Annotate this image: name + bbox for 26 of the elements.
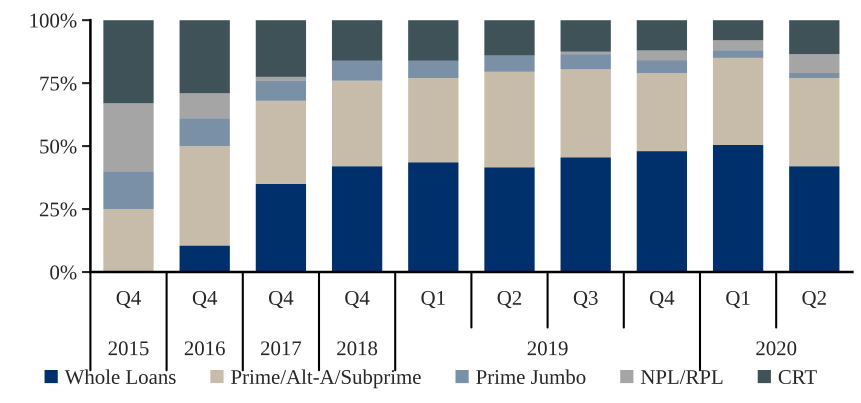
text: 2019 <box>528 341 568 356</box>
y-tick-label: 0% <box>50 265 76 280</box>
y-tick-label: 100% <box>30 14 76 28</box>
x-tick-label: Q1 <box>421 290 445 308</box>
legend-label: Whole Loans <box>64 369 176 384</box>
x-tick-label: Q2 <box>802 290 826 308</box>
text: 2015 <box>108 341 149 356</box>
y-tick-label: 50% <box>40 139 76 154</box>
x-tick-label: Q4 <box>345 290 370 308</box>
x-tick-label: Q3 <box>574 290 598 308</box>
x-tick-label: Q4 <box>650 290 674 308</box>
x-tick-label: Q4 <box>269 290 294 308</box>
x-tick-label: Q1 <box>726 290 750 308</box>
text: 2016 <box>184 341 225 356</box>
x-tick-label: Q4 <box>116 290 141 308</box>
legend-label: CRT <box>778 370 817 384</box>
x-tick-label: Q4 <box>192 290 218 308</box>
text: 2017 <box>260 341 302 356</box>
y-tick-label: 25% <box>40 202 76 217</box>
text: 2020 <box>756 341 796 356</box>
legend-label: Prime/Alt-A/Subprime <box>231 369 421 388</box>
legend-label: NPL/RPL <box>640 370 722 384</box>
text: 2018 <box>337 341 378 356</box>
y-tick-label: 75% <box>40 76 76 91</box>
legend-label: Prime Jumbo <box>476 369 586 384</box>
x-tick-label: Q2 <box>498 290 522 308</box>
